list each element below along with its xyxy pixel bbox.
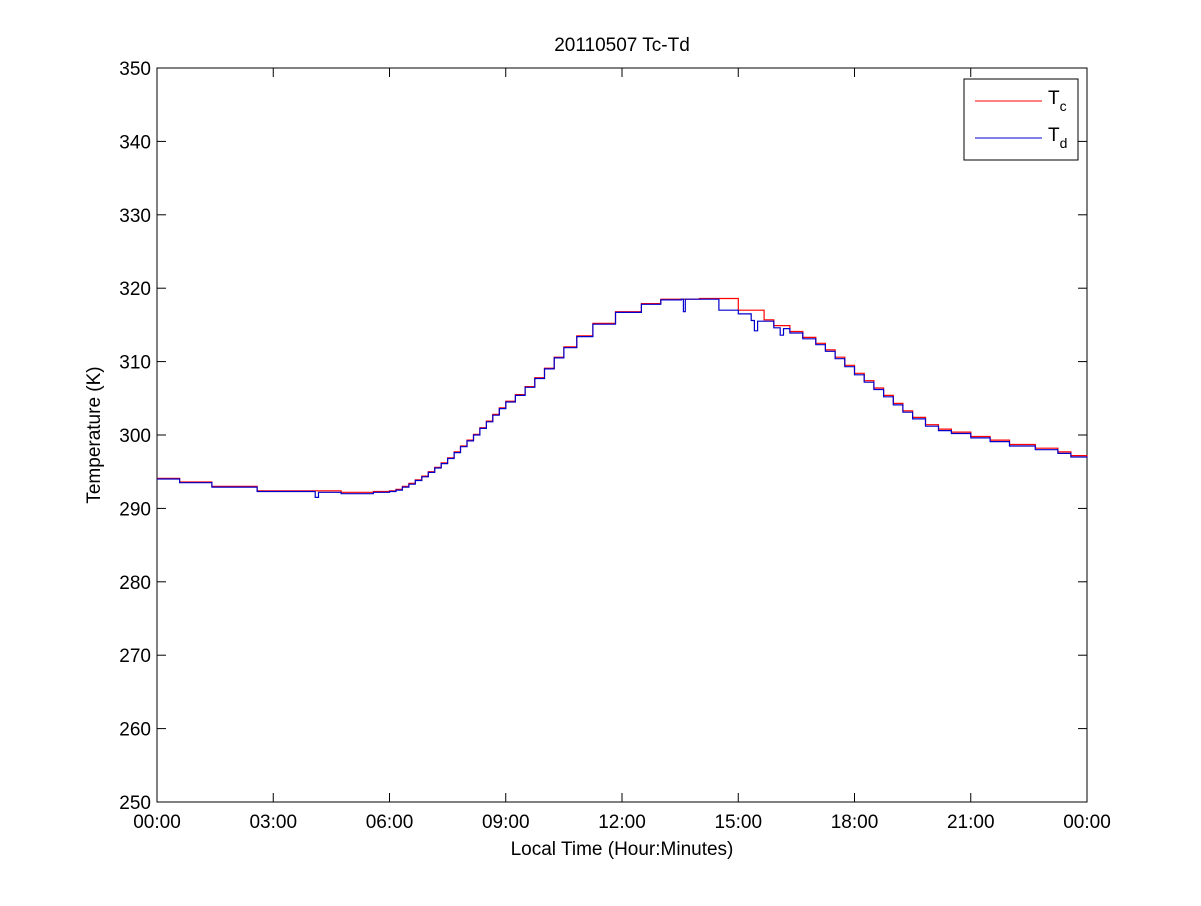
y-tick-label: 320 — [119, 279, 151, 300]
legend-label-tc-main: T — [1048, 88, 1060, 109]
legend-box — [963, 78, 1079, 161]
chart-title: 20110507 Tc-Td — [554, 35, 690, 56]
y-tick-labels: 250 260 270 280 290 300 310 320 330 340 350 — [119, 59, 151, 814]
x-axis-title: Local Time (Hour:Minutes) — [511, 839, 734, 860]
y-tick-label: 300 — [119, 426, 151, 447]
legend-label-td-main: T — [1048, 125, 1060, 146]
x-tick-label: 06:00 — [366, 812, 414, 833]
series-line-td — [157, 298, 1088, 498]
x-tick-label: 12:00 — [598, 812, 646, 833]
y-tick-label: 340 — [119, 132, 151, 153]
y-axis-title: Temperature (K) — [84, 366, 105, 503]
tick-marks — [156, 67, 1088, 803]
y-tick-label: 290 — [119, 499, 151, 520]
y-tick-label: 270 — [119, 646, 151, 667]
x-tick-label: 09:00 — [482, 812, 530, 833]
legend-label-tc: Tc — [1048, 88, 1067, 114]
legend-label-td: Td — [1048, 125, 1067, 151]
y-tick-label: 350 — [119, 59, 151, 80]
x-tick-label: 21:00 — [947, 812, 995, 833]
plot-area — [156, 67, 1088, 803]
x-tick-label: 00:00 — [133, 812, 181, 833]
x-tick-label: 15:00 — [714, 812, 762, 833]
y-tick-label: 330 — [119, 206, 151, 227]
x-tick-label: 00:00 — [1063, 812, 1111, 833]
x-tick-labels: 00:00 03:00 06:00 09:00 12:00 15:00 18:00 21:00… — [133, 812, 1111, 833]
y-tick-label: 250 — [119, 793, 151, 814]
x-tick-label: 18:00 — [831, 812, 879, 833]
y-tick-label: 280 — [119, 573, 151, 594]
legend-label-td-sub: d — [1060, 135, 1068, 151]
x-tick-label: 03:00 — [249, 812, 297, 833]
legend-label-tc-sub: c — [1060, 98, 1067, 114]
series-group — [157, 297, 1088, 498]
y-tick-label: 260 — [119, 720, 151, 741]
legend: Tc Td — [963, 78, 1079, 161]
y-tick-label: 310 — [119, 353, 151, 374]
